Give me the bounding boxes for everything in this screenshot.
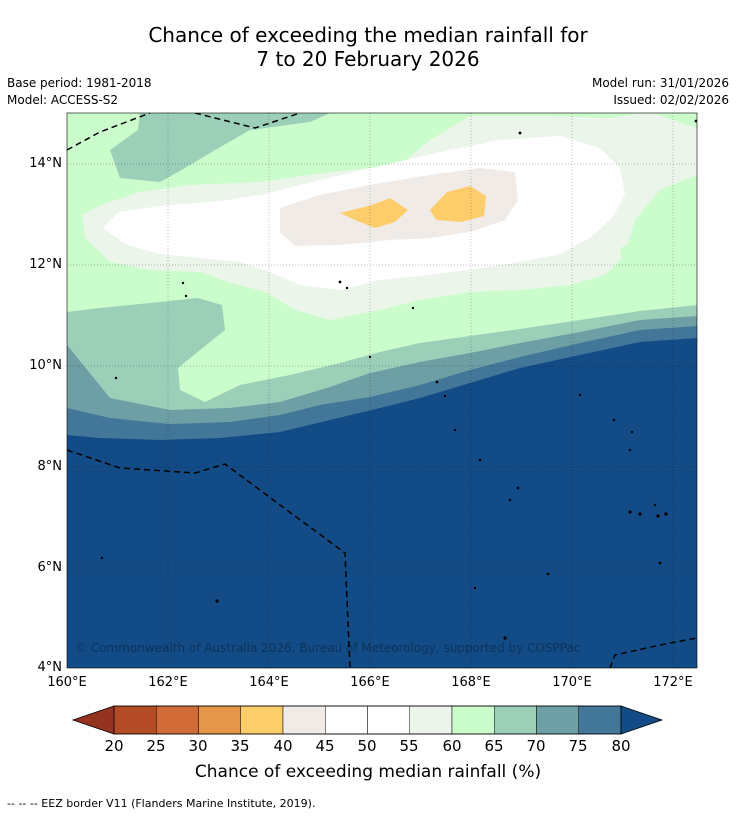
band-35-40-west (340, 198, 408, 228)
colorbar-label-70: 70 (526, 737, 546, 755)
lat-label-8n: 8°N (37, 459, 63, 474)
lon-label-160e: 160°E (47, 675, 87, 690)
colorbar-label-55: 55 (399, 737, 419, 755)
base-period: Base period: 1981-2018 (7, 76, 152, 90)
copyright-notice: © Commonwealth of Australia 2026, Bureau… (75, 641, 581, 655)
colorbar-label-80: 80 (611, 737, 631, 755)
colorbar-label-75: 75 (568, 737, 588, 755)
colorbar-title: Chance of exceeding median rainfall (%) (194, 762, 542, 782)
eez-footnote: -- -- -- EEZ border V11 (Flanders Marine… (7, 797, 316, 810)
colorbar-label-25: 25 (146, 737, 166, 755)
lat-label-6n: 6°N (37, 560, 63, 575)
lon-label-162e: 162°E (148, 675, 188, 690)
lat-label-12n: 12°N (29, 257, 62, 272)
model-name: Model: ACCESS-S2 (7, 93, 119, 107)
band-35-40-east (430, 186, 486, 222)
lon-label-166e: 166°E (350, 675, 390, 690)
colorbar-label-65: 65 (484, 737, 504, 755)
lon-label-170e: 170°E (552, 675, 592, 690)
lat-label-10n: 10°N (29, 358, 62, 373)
band-60-65-east (620, 228, 697, 288)
colorbar-label-30: 30 (188, 737, 208, 755)
colorbar-label-50: 50 (357, 737, 377, 755)
colorbar-label-40: 40 (273, 737, 293, 755)
colorbar-label-35: 35 (230, 737, 250, 755)
lon-label-168e: 168°E (451, 675, 491, 690)
colorbar-label-45: 45 (315, 737, 335, 755)
lat-label-14n: 14°N (29, 156, 62, 171)
colorbar-label-20: 20 (104, 737, 124, 755)
lon-label-164e: 164°E (249, 675, 289, 690)
colorbar-label-60: 60 (442, 737, 462, 755)
lon-label-172e: 172°E (653, 675, 693, 690)
islands (100, 119, 697, 640)
band-65-70-north (110, 113, 330, 182)
title-line-2: 7 to 20 February 2026 (256, 47, 480, 71)
issued-date: Issued: 02/02/2026 (613, 93, 729, 107)
eez-borders (67, 113, 697, 668)
title-line-1: Chance of exceeding the median rainfall … (148, 23, 588, 47)
model-run: Model run: 31/01/2026 (591, 76, 729, 90)
lat-label-4n: 4°N (37, 660, 63, 675)
